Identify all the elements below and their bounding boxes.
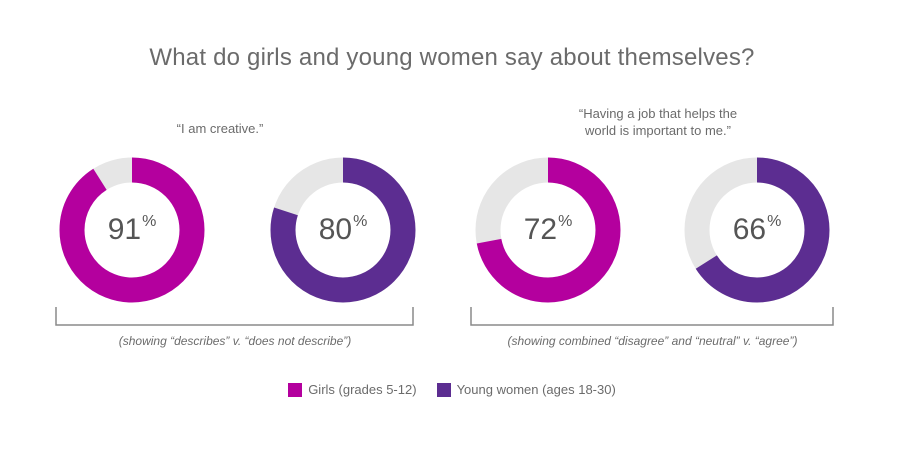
donut-value-label: 91% <box>57 155 207 305</box>
donut-value-number: 91 <box>107 213 142 246</box>
donut-group-1-girls: 91% <box>57 155 207 305</box>
group-1-quote: “I am creative.” <box>176 121 264 136</box>
legend: Girls (grades 5-12) Young women (ages 18… <box>0 382 904 397</box>
legend-label-girls: Girls (grades 5-12) <box>308 382 417 397</box>
donut-value-slice <box>59 157 205 303</box>
legend-item-young-women: Young women (ages 18-30) <box>436 382 616 397</box>
group-2-quote: “Having a job that helps the world is im… <box>548 105 768 139</box>
percent-symbol: % <box>353 213 368 230</box>
donut-value-slice <box>270 157 416 303</box>
percent-symbol: % <box>142 213 157 230</box>
donut-value-slice <box>684 157 830 303</box>
group-1-note: (showing “describes” v. “does not descri… <box>118 334 352 348</box>
donut-group-2-young-women: 66% <box>682 155 832 305</box>
donut-value-number: 72 <box>523 213 558 246</box>
donut-svg <box>270 157 416 303</box>
group-2-note: (showing combined “disagree” and “neutra… <box>507 334 798 348</box>
donut-group-2-girls: 72% <box>473 155 623 305</box>
legend-label-young-women: Young women (ages 18-30) <box>456 382 616 397</box>
donut-svg <box>475 157 621 303</box>
legend-swatch-girls <box>288 382 303 397</box>
legend-swatch-young-women <box>436 382 451 397</box>
donut-value-slice <box>475 157 621 303</box>
group-2-bracket <box>470 307 834 326</box>
donut-value-number: 66 <box>732 213 767 246</box>
donut-value-number: 80 <box>318 213 353 246</box>
donut-value-label: 80% <box>268 155 418 305</box>
percent-symbol: % <box>558 213 573 230</box>
donut-group-1-young-women: 80% <box>268 155 418 305</box>
group-2-quote-line-1: “Having a job that helps the <box>578 106 738 121</box>
legend-item-girls: Girls (grades 5-12) <box>288 382 417 397</box>
group-2-quote-line-2: world is important to me.” <box>585 123 731 138</box>
group-1-bracket <box>55 307 414 326</box>
donut-svg <box>684 157 830 303</box>
donut-svg <box>59 157 205 303</box>
chart-title: What do girls and young women say about … <box>149 44 755 71</box>
percent-symbol: % <box>767 213 782 230</box>
donut-value-label: 72% <box>473 155 623 305</box>
donut-value-label: 66% <box>682 155 832 305</box>
